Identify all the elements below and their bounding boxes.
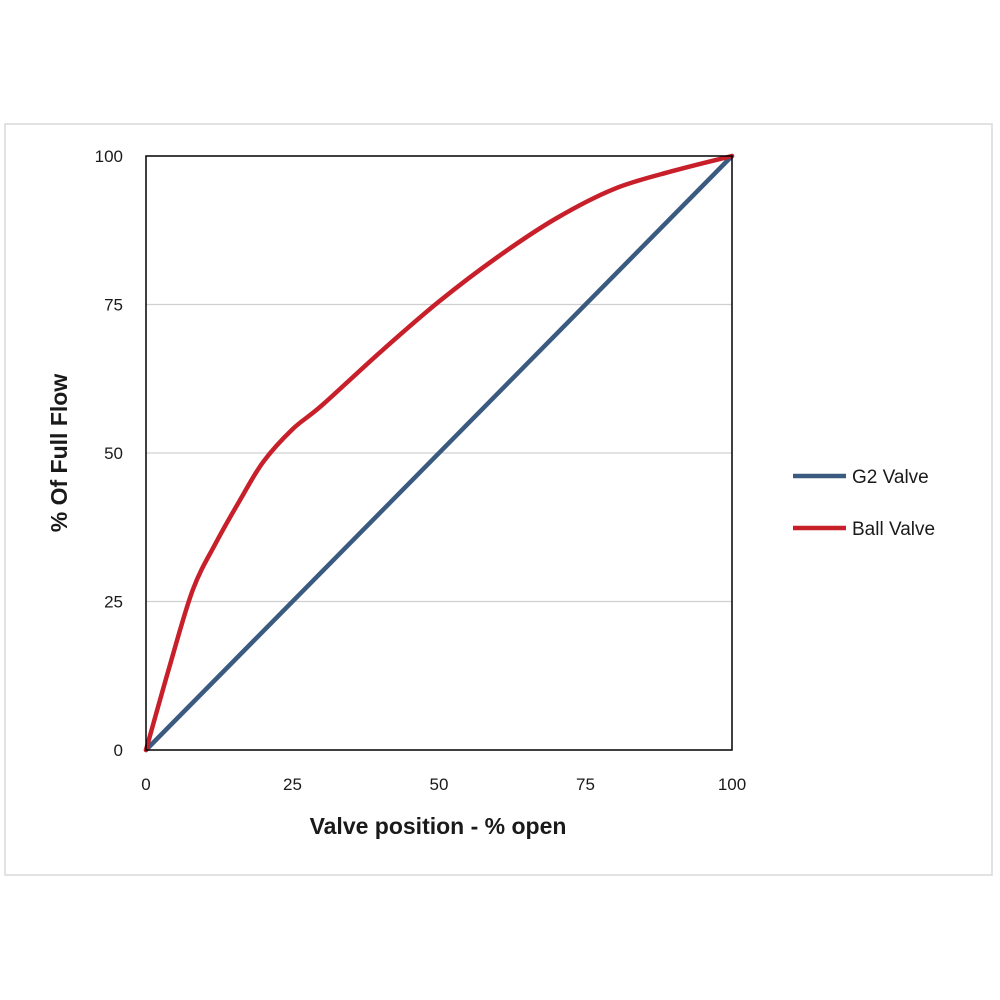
x-tick-labels: 0 25 50 75 100 (141, 775, 746, 794)
legend-label: G2 Valve (852, 467, 929, 488)
y-tick-label: 50 (104, 444, 123, 463)
series-line-ball-valve (143, 153, 735, 753)
legend: G2 Valve Ball Valve (793, 467, 935, 540)
plot-area-border (145, 155, 733, 751)
x-tick-label: 100 (718, 775, 746, 794)
x-tick-label: 0 (141, 775, 150, 794)
y-tick-label: 100 (95, 147, 123, 166)
x-tick-label: 25 (283, 775, 302, 794)
series-line-g2-valve (143, 153, 735, 753)
x-tick-label: 50 (430, 775, 449, 794)
y-tick-label: 25 (104, 593, 123, 612)
x-tick-label: 75 (576, 775, 595, 794)
y-axis-title: % Of Full Flow (46, 374, 72, 533)
figure-border (4, 123, 993, 876)
y-tick-label: 0 (114, 741, 123, 760)
y-tick-label: 75 (104, 296, 123, 315)
series-group (143, 153, 735, 753)
y-tick-labels: 0 25 50 75 100 (95, 147, 123, 760)
x-axis-title: Valve position - % open (310, 813, 567, 839)
legend-label: Ball Valve (852, 519, 935, 540)
